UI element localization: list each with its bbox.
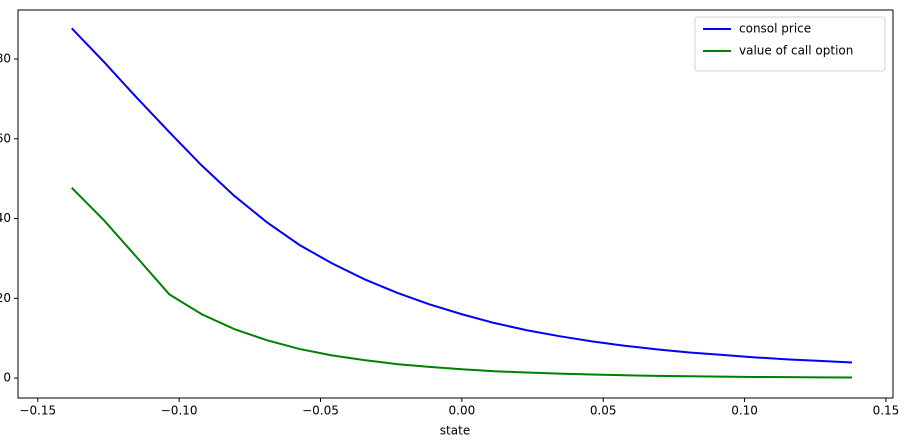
series-line xyxy=(71,187,853,379)
x-tick-label: −0.05 xyxy=(302,404,339,418)
x-tick-label: 0.15 xyxy=(873,404,900,418)
x-tick-label: 0.05 xyxy=(590,404,617,418)
x-tick-label: −0.10 xyxy=(161,404,198,418)
y-tick-label: 20 xyxy=(0,291,11,305)
y-tick-label: 60 xyxy=(0,131,11,145)
legend-label: value of call option xyxy=(739,44,853,58)
series-line xyxy=(70,27,853,364)
x-axis-label: state xyxy=(440,424,470,438)
x-tick-label: −0.15 xyxy=(19,404,56,418)
x-tick-label: 0.10 xyxy=(731,404,758,418)
y-tick-label: 40 xyxy=(0,211,11,225)
legend-box xyxy=(694,16,886,72)
x-tick-label: 0.00 xyxy=(449,404,476,418)
plot-frame xyxy=(17,9,894,399)
y-tick-label: 0 xyxy=(3,371,11,385)
legend-label: consol price xyxy=(739,22,811,36)
y-tick-label: 80 xyxy=(0,52,11,66)
